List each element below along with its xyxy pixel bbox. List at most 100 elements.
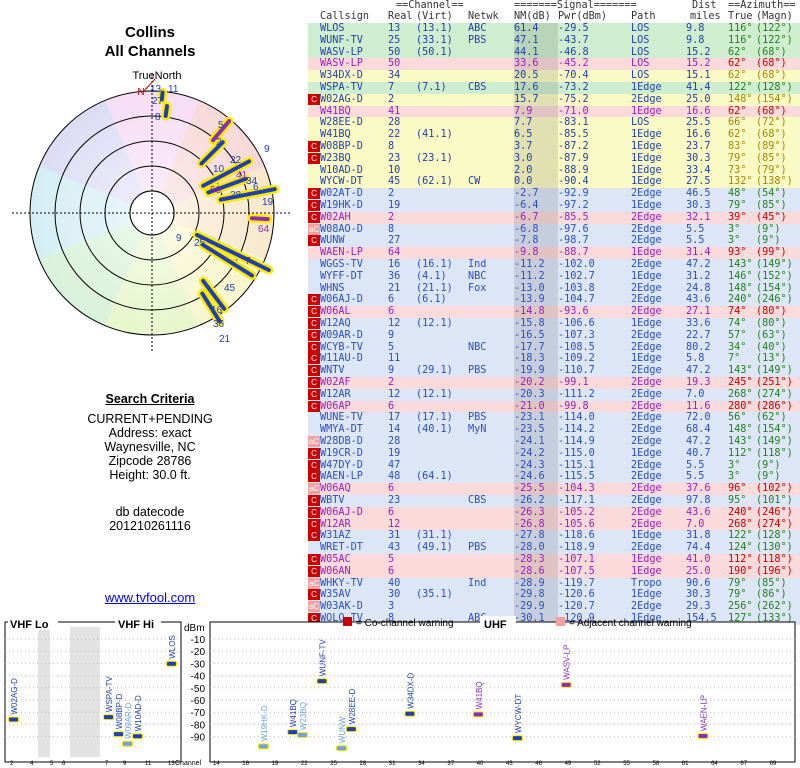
header-nm[interactable]: NM(dB) [514,11,551,22]
table-row[interactable]: C W23BQ 23 (23.1) 3.0 -87.9 1Edge 30.3 79° (85°) [308,152,800,165]
table-row[interactable]: W41BQ 41 7.9 -71.0 1Edge 16.6 62° (68°) [308,105,800,118]
table-row[interactable]: aC W28DB-D 28 -24.1 -114.9 2Edge 47.2 143° (149°… [308,436,800,448]
table-row[interactable]: WASV-LP 50 (50.1) 44.1 -46.8 LOS 15.2 62° (68°) [308,46,800,59]
table-row[interactable]: WUNF-TV 25 (33.1) PBS 47.1 -43.7 LOS 9.8 116° (12… [308,34,800,47]
table-row[interactable]: C WNTV 9 (29.1) PBS -19.9 -110.7 2Edge 47.2 143°(… [308,365,800,377]
table-row[interactable]: WUNE-TV 17 (17.1) PBS -23.1 -114.0 2Edge 72.0 56… [308,412,800,425]
co-channel-warning-icon: C [308,318,320,329]
table-row[interactable]: aC W03AK-D 3 -29.9 -120.7 2Edge 29.3 256° (262°) [308,601,800,613]
table-row[interactable]: C W06AN 6 -28.6 -107.5 1Edge 25.0 190° (196°) [308,565,800,578]
cell-nm: -24.6 [514,471,545,483]
header-path[interactable]: Path [631,11,656,22]
table-row[interactable]: C WUNW 27 -7.8 -98.7 2Edge 5.5 3° (9°) [308,235,800,248]
table-row[interactable]: C W47DY-D 47 -24.3 -115.1 2Edge 5.5 3° (9°) [308,459,800,472]
co-channel-warning-icon: C [308,471,320,483]
table-row[interactable]: WYCW-DT 45 (62.1) CW 0.0 -90.4 1Edge 27.5 132° (1… [308,176,800,189]
table-row[interactable]: WAEN-LP 64 -9.8 -88.7 1Edge 31.4 93° (99°) [308,247,800,259]
table-row[interactable]: C WBTV 23 CBS -26.2 -117.1 2Edge 97.8 95° (101°) [308,495,800,507]
table-row[interactable]: C W11AU-D 11 -18.3 -109.2 1Edge 5.8 7° (13°) [308,353,800,366]
header-magn[interactable]: (Magn) [756,11,793,22]
table-row[interactable]: C W35AV 30 (35.1) -29.8 -120.6 1Edge 30.3 79° (86… [308,589,800,602]
header-true[interactable]: True [728,11,753,22]
table-row[interactable]: C W19HK-D 19 -6.4 -97.2 1Edge 30.3 79° (85°) [308,200,800,212]
table-row[interactable]: C W02AG-D 2 15.7 -75.2 2Edge 25.0 148° (154°) [308,93,800,106]
cell-c: W02AF [320,377,351,388]
table-row[interactable]: C WAEN-LP 48 (64.1) -24.6 -115.5 2Edge 5.5 3° (9°… [308,471,800,484]
cell-path: 1Edge [631,353,662,365]
location-title: Collins [124,24,175,41]
table-row[interactable]: WGGS-TV 16 (16.1) Ind -11.2 -102.0 2Edge 47.2 14… [308,259,800,271]
table-row[interactable]: aC W06AQ 6 -25.5 -104.3 2Edge 37.6 96° (102°) [308,483,800,495]
table-row[interactable]: W10AD-D 10 2.0 -88.9 1Edge 33.4 73° (79°) [308,164,800,177]
cell-d: 97.8 [686,495,711,506]
header-callsign[interactable]: Callsign [320,11,370,22]
adjacent-channel-legend: = Adjacent channel warning [569,618,692,629]
table-row[interactable]: WASV-LP 50 33.6 -45.2 LOS 15.2 62° (68°) [308,58,800,71]
table-row[interactable]: WLOS 13 (13.1) ABC 61.4 -29.5 LOS 9.8 116° (122°) [308,23,800,35]
cell-p: -88.9 [558,164,589,176]
cell-path: 2Edge [631,188,662,200]
header-virt[interactable]: (Virt) [416,11,453,22]
table-row[interactable]: C W02AH 2 -6.7 -85.5 2Edge 32.1 39° (45°) [308,211,800,224]
table-row[interactable]: C WOLO-TV 8 ABC -30.1 -120.9 1Edge 154.5 127° (13… [308,613,800,625]
cell-r: 27 [388,235,401,247]
table-row[interactable]: C W06AJ-D 6 (6.1) -13.9 -104.7 2Edge 43.6 240° (2… [308,294,800,307]
header-miles[interactable]: miles [690,11,721,22]
cell-t: 62° [728,105,747,117]
uhf-tick-label: 14 [213,761,220,767]
cell-p: -85.5 [558,211,589,223]
cell-path: 2Edge [631,329,662,341]
header-netwk[interactable]: Netwk [468,11,499,22]
cell-r: 9 [388,329,395,341]
cell-path: 1Edge [631,318,662,329]
table-row[interactable]: C W06AL 6 -14.8 -93.6 2Edge 27.1 74° (80°) [308,306,800,318]
table-row[interactable]: C W19CR-D 19 -24.2 -115.0 1Edge 40.7 112° (118°) [308,447,800,460]
cell-nm: -29.8 [514,589,545,601]
cell-t: 116° [728,23,753,34]
nm-column-shade [514,200,558,212]
cell-path: LOS [631,70,650,82]
header-dist: Dist [692,0,717,11]
cell-p: -98.7 [558,235,589,247]
table-row[interactable]: C W09AR-D 9 -16.5 -107.3 2Edge 22.7 57° (63°) [308,329,800,342]
table-row[interactable]: W34DX-D 34 20.5 -70.4 LOS 15.1 62° (68°) [308,70,800,82]
header-pwr[interactable]: Pwr(dBm) [558,11,608,22]
cell-path: 1Edge [631,247,662,259]
tvfool-link[interactable]: www.tvfool.com [104,590,196,605]
table-row[interactable]: WMYA-DT 14 (40.1) MyN -23.5 -114.2 2Edge 68.4 14… [308,424,800,436]
table-row[interactable]: C W12AR 12 (12.1) -20.3 -111.2 2Edge 7.0 268° (27… [308,388,800,401]
table-row[interactable]: WSPA-TV 7 (7.1) CBS 17.6 -73.2 1Edge 41.4 122° (1… [308,82,800,94]
table-row[interactable]: C WCYB-TV 5 NBC -17.7 -108.5 2Edge 80.2 34° (40°) [308,341,800,354]
cell-nm: -25.5 [514,483,545,495]
uhf-tick-label: 34 [418,761,425,767]
co-channel-warning-icon: C [308,518,320,530]
table-row[interactable]: C W12AQ 12 (12.1) -15.8 -106.6 1Edge 33.6 74° (80… [308,318,800,330]
cell-r: 22 [388,129,401,141]
cell-n: NBC [468,341,487,353]
polar-channel-label: 2 [216,137,222,148]
table-row[interactable]: WRET-DT 43 (49.1) PBS -28.0 -118.9 2Edge 74.4 12… [308,542,800,554]
table-row[interactable]: C W02AT-D 2 -2.7 -92.9 2Edge 46.5 48° (54°) [308,188,800,200]
header-real[interactable]: Real [388,11,413,22]
station-ray [200,291,222,324]
table-row[interactable]: aC W08AO-D 8 -6.8 -97.6 2Edge 5.5 3° (9°) [308,223,800,236]
cell-c: WBTV [320,495,345,506]
table-row[interactable]: WYFF-DT 36 (4.1) NBC -11.2 -102.7 1Edge 31.2 146… [308,270,800,283]
cell-p: -45.2 [558,58,589,70]
cell-t: 3° [728,223,741,235]
table-row[interactable]: W41BQ 22 (41.1) 6.5 -85.5 1Edge 16.6 62° (68°) [308,129,800,141]
table-row[interactable]: WHNS 21 (21.1) Fox -13.0 -103.8 2Edge 24.8 148°(… [308,282,800,295]
table-row[interactable]: C W06AJ-D 6 -26.3 -105.2 2Edge 43.6 240° (246°) [308,506,800,519]
table-row[interactable]: C W12AR 12 -26.8 -105.6 2Edge 7.0 268° (274°) [308,518,800,531]
table-row[interactable]: C W05AC 5 -28.3 -107.1 1Edge 41.0 112° (118°) [308,554,800,566]
table-row[interactable]: C W08BP-D 8 3.7 -87.2 1Edge 23.7 83° (89°) [308,141,800,153]
table-row[interactable]: W28EE-D 28 7.7 -83.1 LOS 25.5 66° (72°) [308,117,800,130]
table-row[interactable]: C W31AZ 31 (31.1) -27.8 -118.6 1Edge 31.8 122° (1… [308,530,800,543]
table-row[interactable]: C W02AF 2 -20.2 -99.1 2Edge 19.3 245° (251°) [308,377,800,389]
spectrum-bar-label: W10AD-D [134,695,143,731]
nm-column-shade [514,141,558,153]
criteria-title: Search Criteria [105,392,195,406]
table-row[interactable]: aC WHKY-TV 40 Ind -28.9 -119.7 Tropo 90.6 79° (85… [308,577,800,590]
table-row[interactable]: C W06AP 6 -21.0 -99.8 2Edge 11.6 280° (286°) [308,400,800,413]
cell-d: 15.1 [686,70,711,82]
